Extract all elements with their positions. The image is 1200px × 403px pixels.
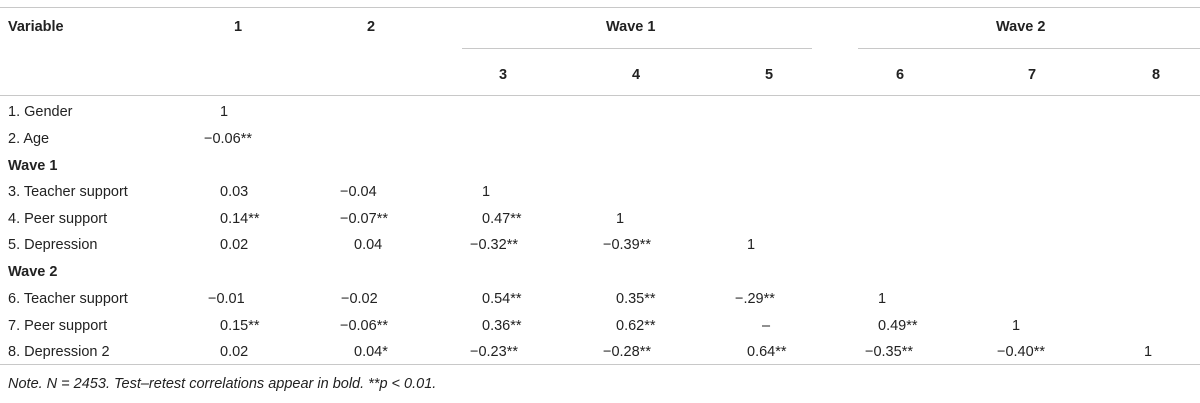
row-6-label: 6. Teacher support bbox=[8, 291, 128, 307]
row-3-c3: 1 bbox=[482, 184, 491, 200]
row-8-c1: 0.02 bbox=[220, 344, 249, 360]
wave2-rule bbox=[858, 48, 1200, 49]
header-variable: Variable bbox=[8, 19, 64, 35]
row-5-c4: −0.39** bbox=[603, 237, 651, 253]
row-6-c1: −0.01 bbox=[208, 291, 245, 307]
header-bottom-rule bbox=[0, 95, 1200, 96]
header-col-1: 1 bbox=[234, 19, 243, 35]
row-8-c4: −0.28** bbox=[603, 344, 651, 360]
row-4-label: 4. Peer support bbox=[8, 211, 108, 227]
row-5-c1: 0.02 bbox=[220, 237, 249, 253]
row-8-c3: −0.23** bbox=[470, 344, 518, 360]
group-wave-1: Wave 1 bbox=[8, 158, 58, 174]
row-3-c2: −0.04 bbox=[340, 184, 377, 200]
group-wave-2: Wave 2 bbox=[8, 264, 58, 280]
row-5-c5: 1 bbox=[747, 237, 756, 253]
row-8-c8: 1 bbox=[1144, 344, 1153, 360]
row-8-c5: 0.64** bbox=[747, 344, 787, 360]
row-7-c1: 0.15** bbox=[220, 318, 260, 334]
row-7-c3: 0.36** bbox=[482, 318, 522, 334]
top-rule bbox=[0, 7, 1200, 8]
row-7-c6: 0.49** bbox=[878, 318, 918, 334]
row-6-c4: 0.35** bbox=[616, 291, 656, 307]
table-bottom-rule bbox=[0, 364, 1200, 365]
row-5-label: 5. Depression bbox=[8, 237, 98, 253]
row-4-c1: 0.14** bbox=[220, 211, 260, 227]
row-5-c2: 0.04 bbox=[354, 237, 383, 253]
row-8-label: 8. Depression 2 bbox=[8, 344, 110, 360]
row-5-c3: −0.32** bbox=[470, 237, 518, 253]
row-3-c1: 0.03 bbox=[220, 184, 249, 200]
row-8-c2: 0.04* bbox=[354, 344, 388, 360]
row-6-c2: −0.02 bbox=[341, 291, 378, 307]
row-6-c5: −.29** bbox=[735, 291, 775, 307]
header-wave-2: Wave 2 bbox=[996, 19, 1046, 35]
row-8-c6: −0.35** bbox=[865, 344, 913, 360]
row-4-c4: 1 bbox=[616, 211, 625, 227]
header-col-6: 6 bbox=[896, 67, 905, 83]
row-7-label: 7. Peer support bbox=[8, 318, 108, 334]
header-col-5: 5 bbox=[765, 67, 774, 83]
wave1-rule bbox=[462, 48, 812, 49]
header-col-7: 7 bbox=[1028, 67, 1037, 83]
row-6-c3: 0.54** bbox=[482, 291, 522, 307]
header-col-8: 8 bbox=[1152, 67, 1161, 83]
row-2-label: 2. Age bbox=[8, 131, 50, 147]
row-8-c7: −0.40** bbox=[997, 344, 1045, 360]
row-7-c2: −0.06** bbox=[340, 318, 388, 334]
header-wave-1: Wave 1 bbox=[606, 19, 656, 35]
row-2-c1: −0.06** bbox=[204, 131, 252, 147]
row-7-c7: 1 bbox=[1012, 318, 1021, 334]
row-7-c4: 0.62** bbox=[616, 318, 656, 334]
row-1-label: 1. Gender bbox=[8, 104, 73, 120]
row-6-c6: 1 bbox=[878, 291, 887, 307]
row-4-c3: 0.47** bbox=[482, 211, 522, 227]
header-col-4: 4 bbox=[632, 67, 641, 83]
header-col-2: 2 bbox=[367, 19, 376, 35]
row-7-c5: – bbox=[762, 318, 771, 334]
row-4-c2: −0.07** bbox=[340, 211, 388, 227]
header-col-3: 3 bbox=[499, 67, 508, 83]
table-note: Note. N = 2453. Test–retest correlations… bbox=[8, 376, 437, 392]
row-1-c1: 1 bbox=[220, 104, 229, 120]
row-3-label: 3. Teacher support bbox=[8, 184, 128, 200]
